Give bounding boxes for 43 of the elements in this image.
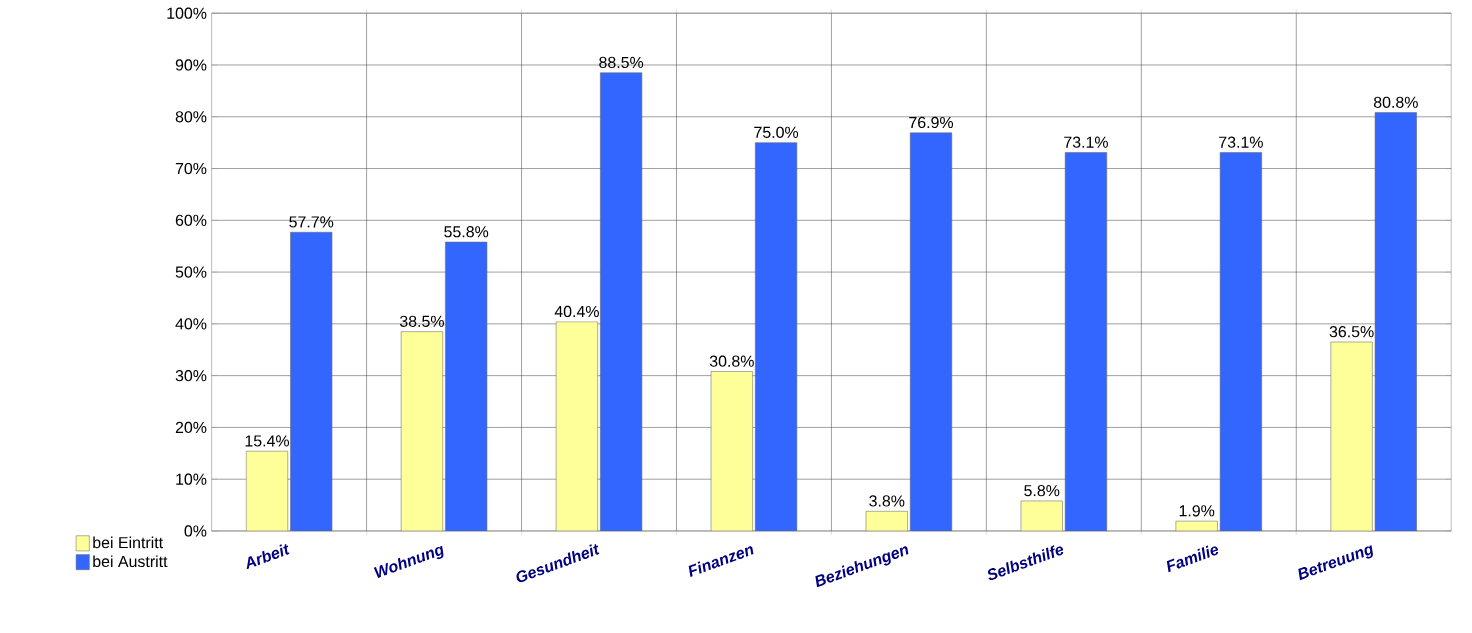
data-label: 3.8% (869, 495, 905, 507)
bar (710, 371, 753, 531)
x-tick-label: Familie (1166, 545, 1219, 573)
data-label: 55.8% (444, 226, 489, 238)
x-tick-label: Arbeit (246, 543, 290, 570)
data-label: 76.9% (909, 116, 954, 129)
y-tick-label: 30% (175, 370, 207, 382)
bar (400, 331, 444, 531)
bar (555, 321, 598, 531)
data-label: 36.5% (1329, 326, 1374, 338)
data-label: 73.1% (1219, 136, 1263, 148)
data-label: 15.4% (245, 435, 290, 447)
bar (1020, 500, 1063, 531)
y-tick-label: 80% (175, 111, 207, 123)
y-tick-label: 50% (175, 266, 207, 278)
data-label: 75.0% (754, 126, 799, 138)
data-label: 88.5% (599, 56, 644, 69)
bar (245, 450, 289, 531)
data-label: 80.8% (1373, 96, 1418, 108)
bar (600, 72, 643, 531)
legend-label: bei Austritt (93, 555, 168, 568)
bar (445, 241, 488, 531)
y-tick-label: 40% (175, 318, 207, 330)
bar (755, 142, 798, 531)
bar (909, 132, 953, 531)
bar (865, 511, 908, 531)
data-label: 38.5% (399, 315, 444, 327)
data-label: 1.9% (1179, 505, 1215, 517)
data-label: 30.8% (709, 355, 754, 367)
data-label: 73.1% (1064, 136, 1108, 148)
y-tick-label: 70% (175, 162, 207, 175)
data-label: 57.7% (289, 216, 334, 228)
y-tick-label: 20% (175, 421, 207, 434)
bar (1064, 152, 1108, 531)
y-tick-label: 100% (167, 7, 207, 19)
y-tick-label: 0% (184, 525, 207, 537)
legend-label: bei Eintritt (93, 536, 163, 549)
y-tick-label: 10% (176, 473, 207, 485)
y-tick-label: 90% (175, 59, 207, 71)
y-tick-label: 60% (175, 214, 207, 226)
data-label: 40.4% (554, 305, 599, 318)
data-label: 5.8% (1024, 484, 1060, 497)
bar (290, 231, 333, 531)
